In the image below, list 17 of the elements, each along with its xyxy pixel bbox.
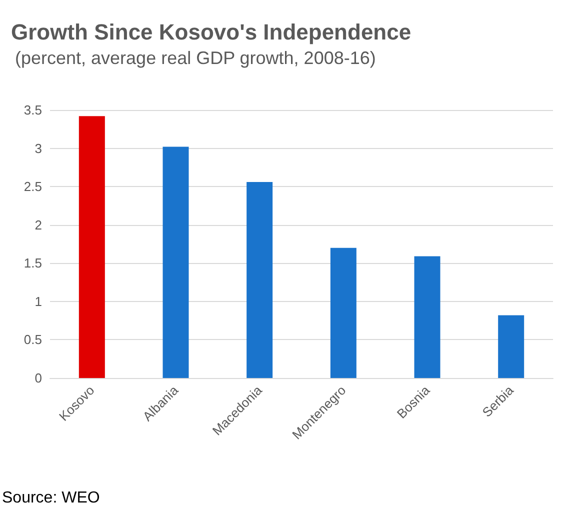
bar (246, 182, 273, 378)
bar (498, 315, 524, 378)
y-tick-label: 1.5 (24, 256, 42, 271)
chart-title: Growth Since Kosovo's Independence (11, 20, 412, 44)
y-tick-label: 3 (34, 140, 42, 156)
y-tick-label: 2.5 (24, 179, 42, 194)
bar (78, 116, 105, 378)
y-tick-label: 2 (34, 217, 42, 232)
y-tick-label: 0 (34, 370, 42, 386)
chart-subtitle: (percent, average real GDP growth, 2008-16) (15, 48, 376, 68)
y-tick-label: 0.5 (24, 332, 42, 348)
bar (330, 248, 356, 378)
y-tick-label: 1 (34, 294, 42, 309)
bar (162, 146, 189, 378)
bar (414, 256, 440, 378)
y-tick-label: 3.5 (24, 102, 42, 118)
source-note: Source: WEO (2, 490, 100, 506)
